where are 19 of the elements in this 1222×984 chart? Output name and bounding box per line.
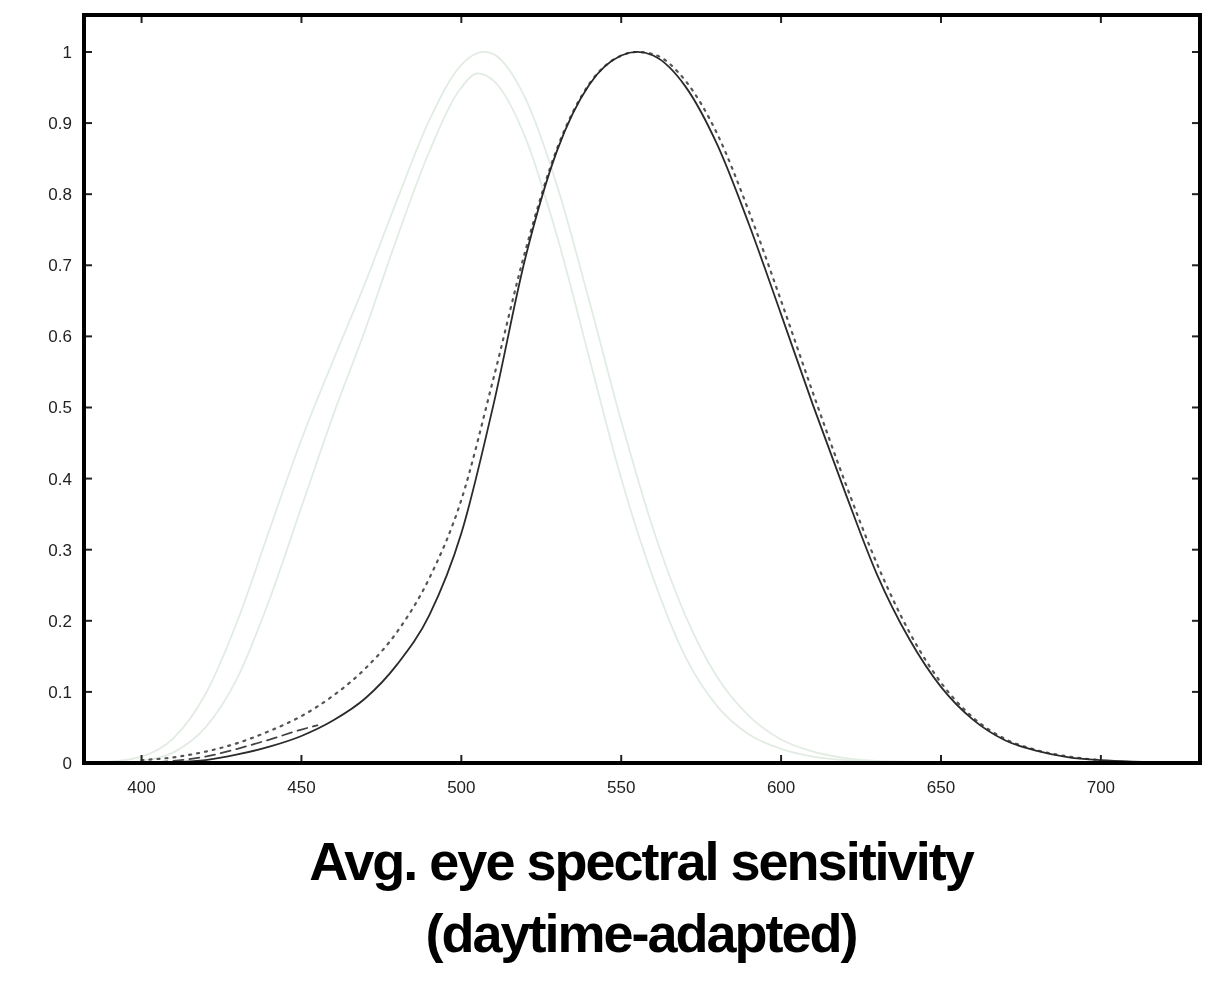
y-tick-label: 0.2 [48, 611, 72, 631]
y-tick-label: 0.7 [48, 256, 72, 276]
x-tick-label: 400 [127, 778, 156, 797]
y-tick-label: 1 [62, 42, 72, 62]
y-tick-label: 0.1 [48, 682, 72, 702]
x-tick-label: 650 [926, 778, 956, 797]
x-tick-label: 700 [1086, 778, 1116, 797]
x-tick-label: 600 [766, 778, 796, 797]
y-tick-label: 0.6 [48, 327, 72, 347]
x-tick-label: 550 [607, 778, 636, 797]
y-tick-label: 0.3 [48, 540, 72, 560]
y-tick-label: 0.4 [48, 469, 72, 489]
y-tick-label: 0 [62, 753, 72, 773]
text: Avg. eye spectral sensitivity (daytime-adapted) [309, 831, 975, 963]
x-tick-label: 500 [447, 778, 476, 797]
y-tick-label: 0.9 [48, 114, 72, 134]
y-tick-label: 0.8 [48, 185, 72, 205]
x-tick-label: 450 [287, 778, 316, 797]
y-tick-label: 0.5 [48, 398, 72, 418]
